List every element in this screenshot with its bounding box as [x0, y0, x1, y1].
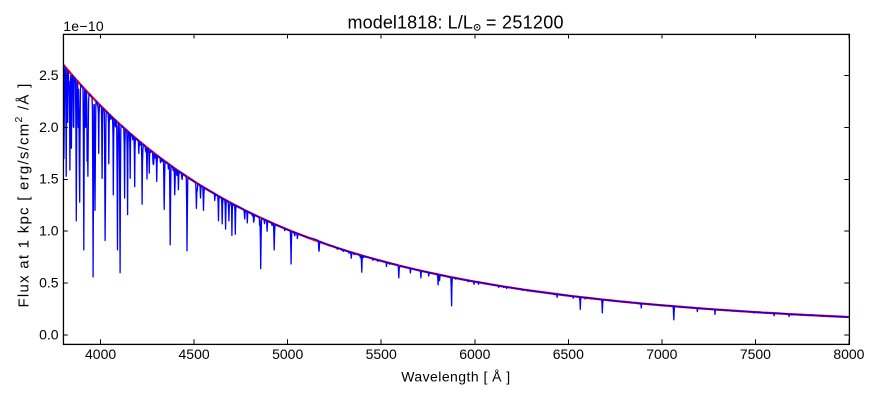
svg-text:model1818: L/L: model1818: L/L [348, 13, 474, 33]
svg-text:1.0: 1.0 [39, 223, 59, 239]
svg-text:4500: 4500 [179, 346, 210, 362]
svg-text:5500: 5500 [366, 346, 397, 362]
svg-text:4000: 4000 [85, 346, 116, 362]
svg-text:2.0: 2.0 [39, 119, 59, 135]
svg-text:6000: 6000 [459, 346, 490, 362]
svg-text:= 251200: = 251200 [486, 13, 564, 33]
svg-text:7000: 7000 [646, 346, 677, 362]
svg-text:Wavelength [ Å ]: Wavelength [ Å ] [401, 369, 510, 385]
svg-text:2.5: 2.5 [39, 67, 59, 83]
svg-text:8000: 8000 [833, 346, 864, 362]
svg-text:5000: 5000 [272, 346, 303, 362]
svg-text:0.0: 0.0 [39, 326, 59, 342]
svg-text:0.5: 0.5 [39, 275, 59, 291]
svg-text:1.5: 1.5 [39, 171, 59, 187]
svg-text:Flux at 1 kpc [ erg/s/cm2 /Å ]: Flux at 1 kpc [ erg/s/cm2 /Å ] [14, 82, 32, 307]
svg-text:1e−10: 1e−10 [63, 18, 104, 34]
svg-text:7500: 7500 [740, 346, 771, 362]
svg-text:6500: 6500 [553, 346, 584, 362]
